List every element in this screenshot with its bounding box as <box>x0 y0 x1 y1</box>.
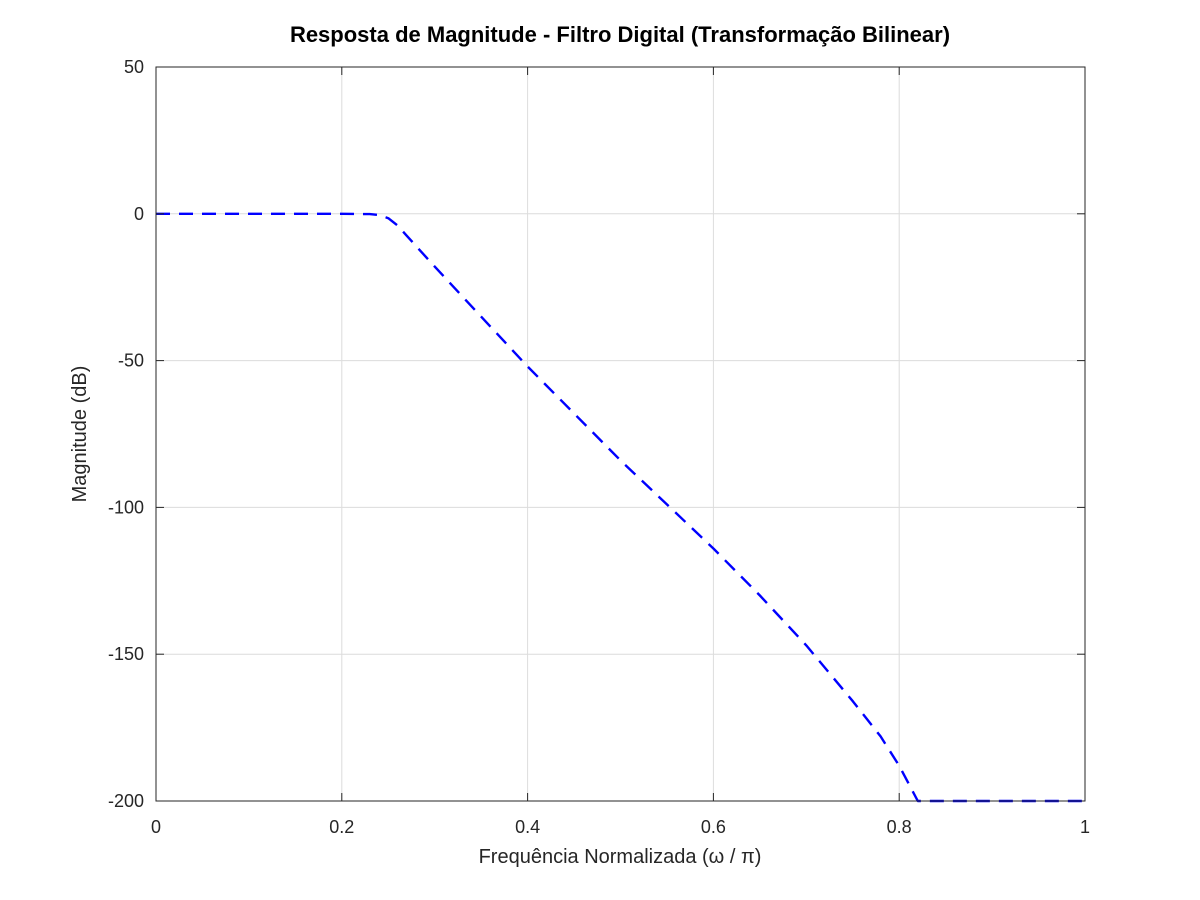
y-tick-label: -50 <box>118 351 144 371</box>
x-tick-label: 0.6 <box>701 817 726 837</box>
x-tick-label: 0 <box>151 817 161 837</box>
magnitude-series-line <box>156 212 1085 803</box>
series-layer <box>156 212 1085 803</box>
chart-title: Resposta de Magnitude - Filtro Digital (… <box>290 22 950 47</box>
plot-area-frame <box>155 66 1086 802</box>
x-tick-label: 0.8 <box>887 817 912 837</box>
x-tick-label: 1 <box>1080 817 1090 837</box>
x-tick-label: 0.4 <box>515 817 540 837</box>
y-axis-label: Magnitude (dB) <box>69 366 91 503</box>
y-tick-label: 50 <box>124 57 144 77</box>
x-tick-label: 0.2 <box>329 817 354 837</box>
y-tick-label: -150 <box>108 644 144 664</box>
y-tick-label: -100 <box>108 497 144 517</box>
tick-labels: 0 0.2 0.4 0.6 0.8 1 50 0 -50 -100 -150 -200 <box>108 57 1090 837</box>
x-axis-label: Frequência Normalizada (ω / π) <box>479 846 762 868</box>
y-tick-label: -200 <box>108 791 144 811</box>
tick-marks <box>155 66 1086 802</box>
y-tick-label: 0 <box>134 204 144 224</box>
